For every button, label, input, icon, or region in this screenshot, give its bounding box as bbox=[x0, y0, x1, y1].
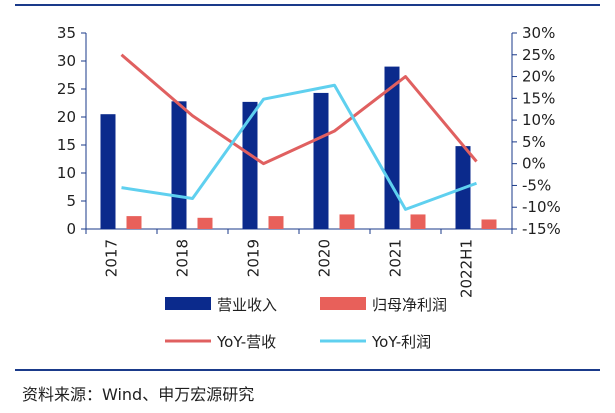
x-tick-label: 2019 bbox=[245, 239, 263, 277]
line-series bbox=[120, 53, 478, 211]
profit-bar bbox=[126, 216, 142, 229]
x-tick-label: 2018 bbox=[174, 239, 192, 277]
left-tick-label: 15 bbox=[57, 136, 76, 154]
legend-yoy-profit-label: YoY-利润 bbox=[371, 333, 431, 351]
source-note: 资料来源：Wind、申万宏源研究 bbox=[22, 385, 255, 404]
profit-bar bbox=[481, 219, 497, 229]
profit-bar bbox=[410, 214, 426, 229]
revenue-bar bbox=[171, 101, 187, 229]
legend: 营业收入 归母净利润 YoY-营收 YoY-利润 bbox=[165, 296, 447, 351]
right-tick-label: 20% bbox=[522, 68, 555, 86]
x-tick-label: 2022H1 bbox=[458, 239, 476, 298]
left-tick-label: 25 bbox=[57, 80, 76, 98]
profit-bar bbox=[339, 214, 355, 229]
right-tick-label: 15% bbox=[522, 89, 555, 107]
right-tick-label: 25% bbox=[522, 46, 555, 64]
profit-bar bbox=[197, 217, 213, 229]
right-tick-label: 10% bbox=[522, 111, 555, 129]
left-tick-label: 35 bbox=[57, 24, 76, 42]
yoy-revenue-line bbox=[120, 53, 478, 166]
left-tick-label: 30 bbox=[57, 52, 76, 70]
right-tick-label: -15% bbox=[522, 220, 561, 238]
right-tick-label: -10% bbox=[522, 198, 561, 216]
x-tick-label: 2017 bbox=[103, 239, 121, 277]
revenue-bar bbox=[384, 66, 400, 229]
x-tick-label: 2021 bbox=[387, 239, 405, 277]
legend-profit-label: 归母净利润 bbox=[372, 296, 447, 314]
left-tick-label: 10 bbox=[57, 164, 76, 182]
profit-bar bbox=[268, 216, 284, 229]
revenue-bar bbox=[313, 92, 329, 229]
x-tick-label: 2020 bbox=[316, 239, 334, 277]
right-y-axis: -15% -10% -5% 0% 5% 10% 15% 20% 25% 30% bbox=[511, 24, 561, 238]
legend-revenue-swatch bbox=[165, 297, 211, 310]
legend-revenue-label: 营业收入 bbox=[217, 296, 277, 314]
right-tick-label: 5% bbox=[522, 133, 546, 151]
revenue-bar bbox=[242, 101, 258, 229]
left-tick-label: 20 bbox=[57, 108, 76, 126]
bar-series bbox=[100, 66, 497, 229]
revenue-bar bbox=[100, 114, 116, 229]
legend-yoy-revenue-label: YoY-营收 bbox=[216, 333, 276, 351]
left-y-axis: 0 5 10 15 20 25 30 35 bbox=[57, 24, 87, 238]
right-tick-label: -5% bbox=[522, 176, 551, 194]
legend-profit-swatch bbox=[320, 297, 366, 310]
yoy-profit-line bbox=[121, 83, 478, 211]
left-tick-label: 0 bbox=[66, 220, 76, 238]
right-tick-label: 0% bbox=[522, 155, 546, 173]
x-axis: 2017 2018 2019 2020 2021 2022H1 bbox=[85, 228, 513, 298]
left-tick-label: 5 bbox=[66, 192, 76, 210]
right-tick-label: 30% bbox=[522, 24, 555, 42]
